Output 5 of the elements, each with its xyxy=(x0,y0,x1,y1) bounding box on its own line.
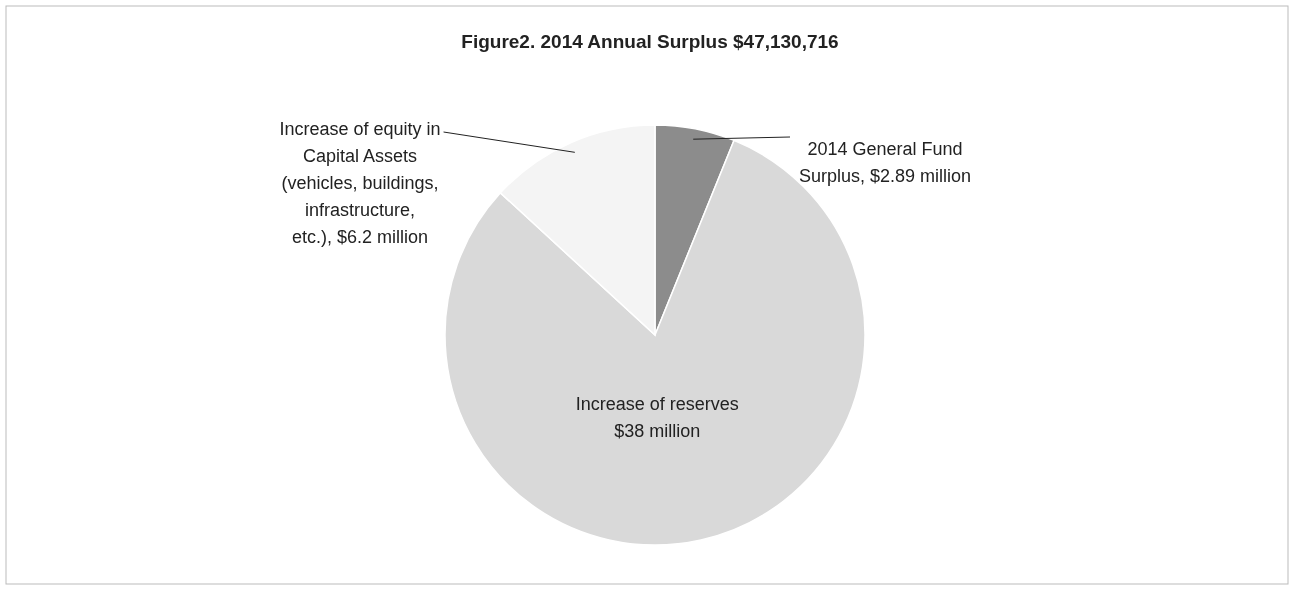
slice-label: 2014 General Fund Surplus, $2.89 million xyxy=(798,139,972,186)
slice-label: Increase of reserves xyxy=(575,394,739,414)
data-label: $38 million xyxy=(614,421,701,441)
chart-title: Figure2. 2014 Annual Surplus $47,130,716 xyxy=(461,31,839,52)
slice-label: Increase of equity in Capital Assets (vehicles, buildings, infrastructure, etc.), $6.2 million xyxy=(279,119,441,247)
